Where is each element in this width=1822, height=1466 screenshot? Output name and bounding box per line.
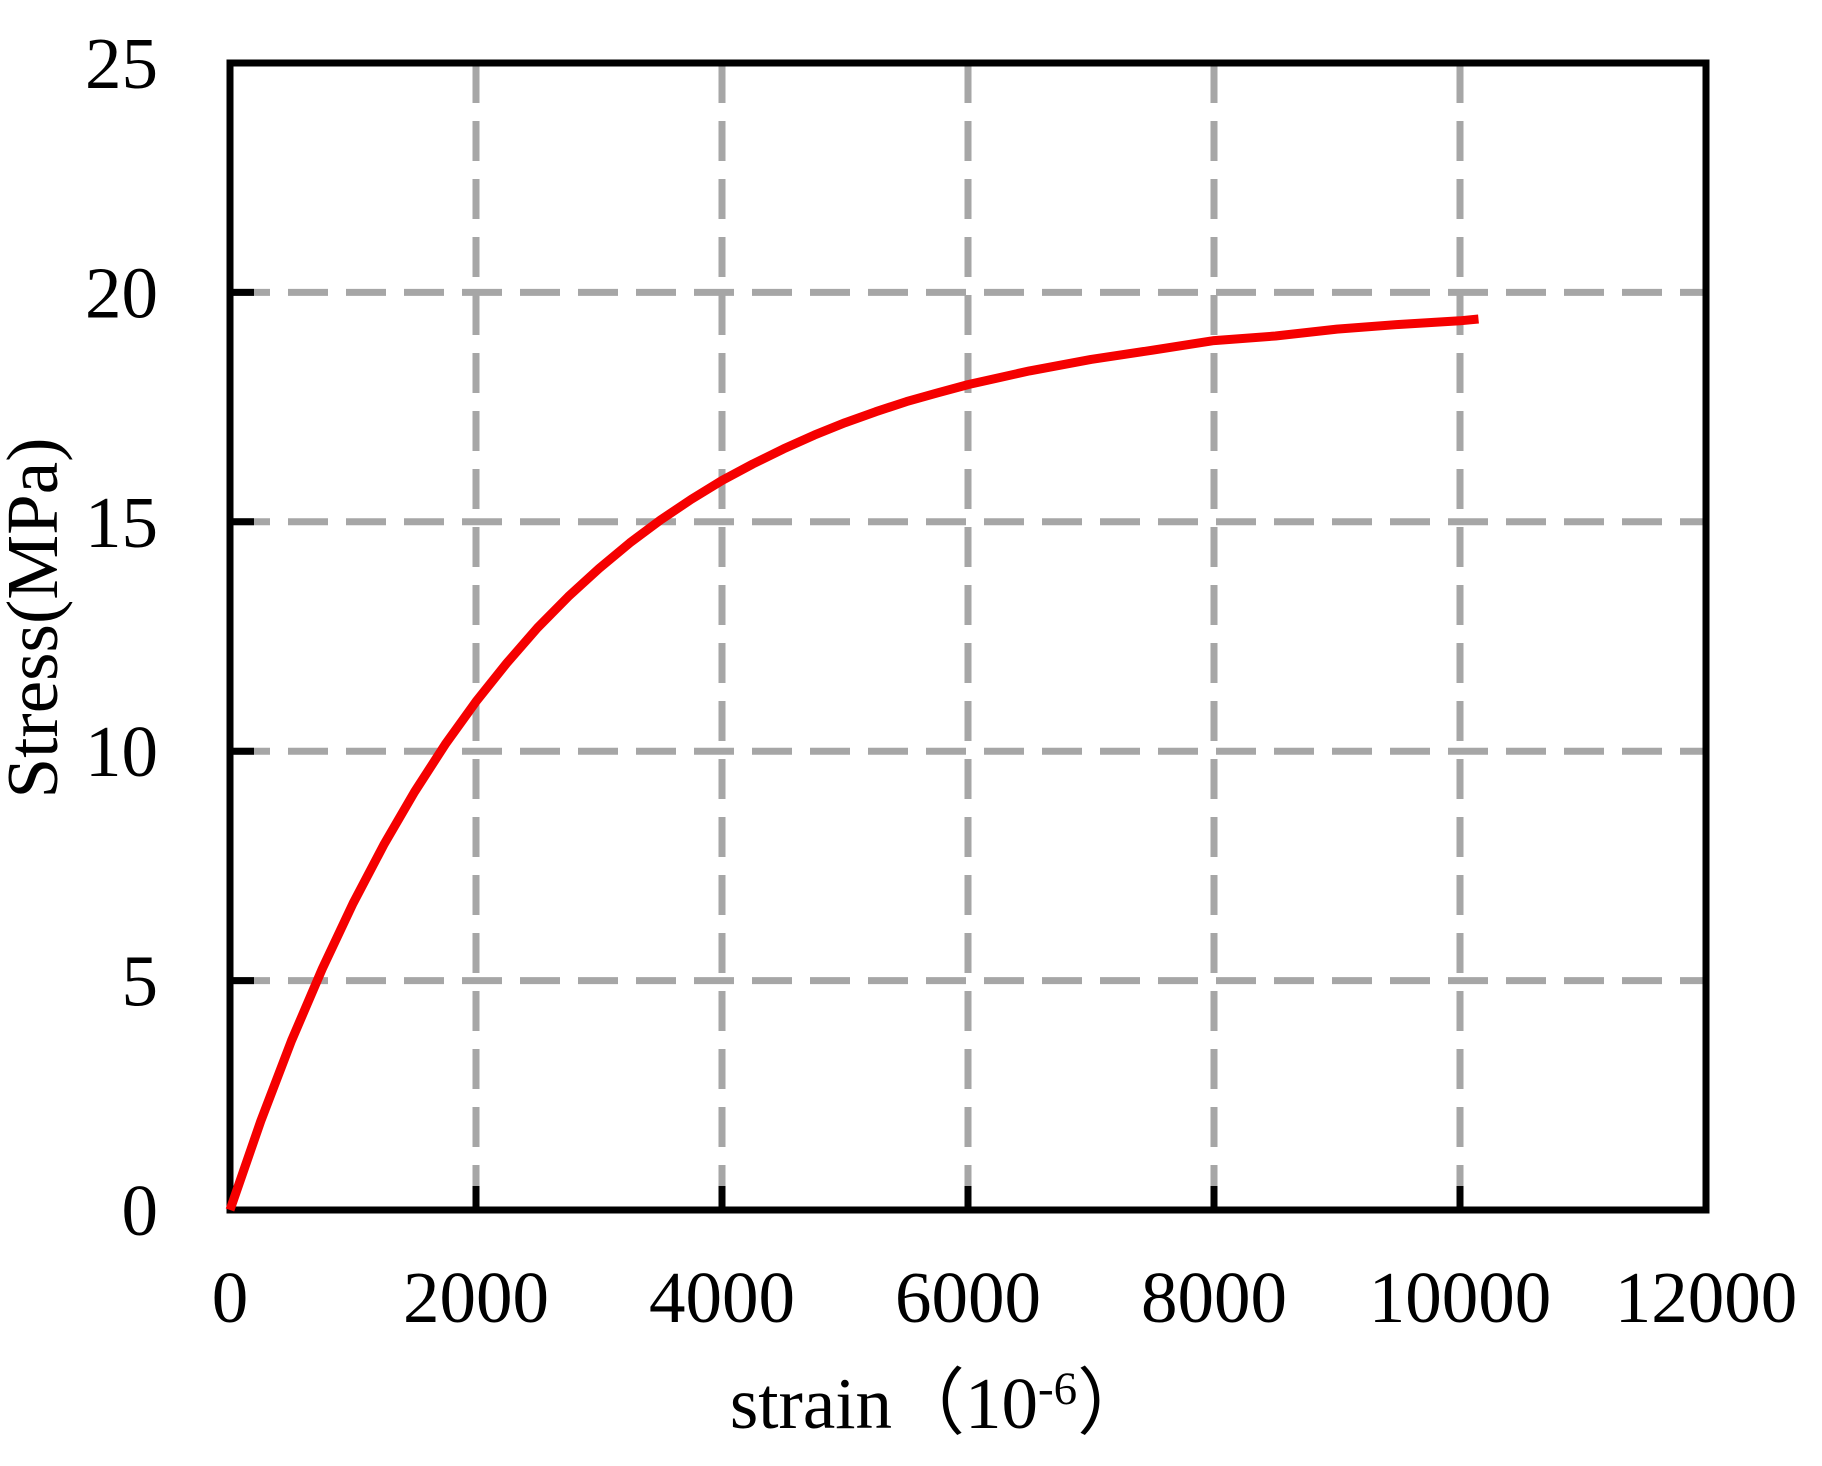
y-axis-title: Stress(MPa) xyxy=(0,438,73,799)
x-tick-label: 10000 xyxy=(1369,1257,1552,1338)
x-tick-label: 4000 xyxy=(649,1257,795,1338)
x-axis-title-superscript: -6 xyxy=(1038,1363,1077,1415)
x-tick-label: 0 xyxy=(212,1257,249,1338)
x-axis-title-close-paren: ） xyxy=(1077,1363,1150,1444)
x-tick-label: 6000 xyxy=(895,1257,1041,1338)
y-tick-label: 5 xyxy=(122,941,159,1022)
y-tick-label: 10 xyxy=(85,711,158,792)
tick-marks xyxy=(230,288,1464,1210)
x-tick-label: 8000 xyxy=(1141,1257,1287,1338)
stress-strain-curve xyxy=(225,314,1479,1212)
y-tick-label: 25 xyxy=(85,23,158,104)
y-tick-label: 0 xyxy=(122,1170,159,1251)
x-tick-label: 2000 xyxy=(403,1257,549,1338)
y-tick-label: 20 xyxy=(85,252,158,333)
plot-border xyxy=(226,59,1710,1214)
gridlines xyxy=(230,63,1706,1210)
x-axis-title-open-paren: （10 xyxy=(892,1363,1038,1444)
x-axis-title-main: strain xyxy=(730,1363,892,1444)
x-tick-label: 12000 xyxy=(1615,1257,1798,1338)
x-axis-title: strain（10-6） xyxy=(730,1363,1150,1444)
y-tick-label: 15 xyxy=(85,482,158,563)
